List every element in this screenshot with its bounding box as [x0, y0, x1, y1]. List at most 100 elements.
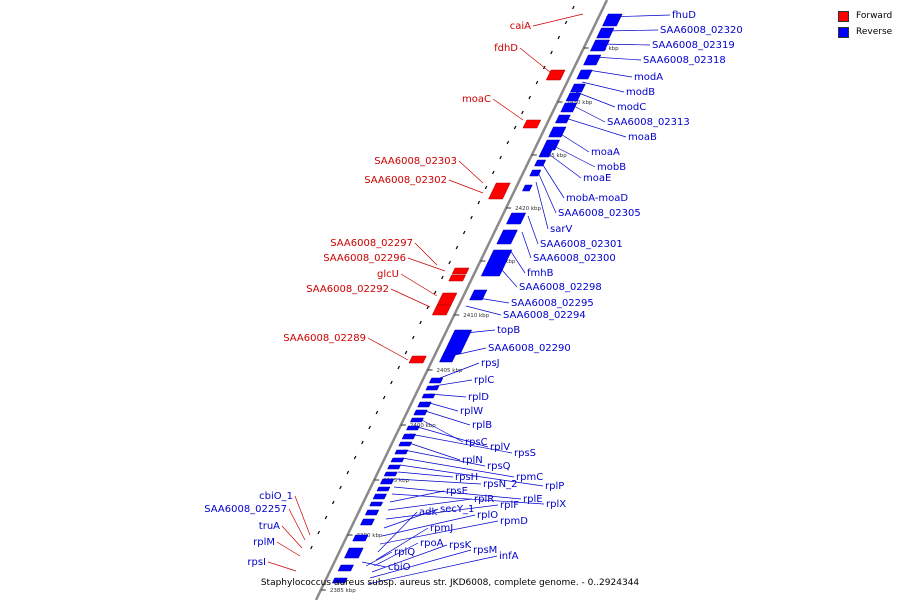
- reverse-gene-label: rpsM: [473, 545, 497, 556]
- reverse-gene-label: rplX: [546, 499, 566, 510]
- reverse-gene-label: rplV: [490, 442, 510, 453]
- track-dash: [462, 230, 466, 235]
- reverse-leader-line: [561, 116, 627, 138]
- scale-label: 2390 kbp: [357, 533, 383, 539]
- reverse-leader-line: [385, 504, 499, 520]
- reverse-gene-block: [538, 149, 553, 158]
- forward-gene-block: [451, 267, 470, 275]
- reverse-gene-label: SAA6008_02290: [488, 343, 571, 354]
- forward-gene-block: [545, 69, 566, 81]
- reverse-leader-line: [494, 261, 518, 288]
- track-dash: [470, 215, 473, 220]
- track-dash: [433, 290, 437, 295]
- reverse-gene-block: [383, 471, 398, 477]
- reverse-gene-label: rpoA: [420, 538, 444, 549]
- reverse-gene-label: fhuD: [672, 10, 696, 21]
- track-dash: [346, 470, 350, 475]
- reverse-gene-label: rpsK: [449, 540, 472, 551]
- reverse-gene-block: [480, 249, 513, 277]
- reverse-gene-block: [541, 139, 561, 151]
- reverse-leader-line: [599, 43, 651, 46]
- reverse-gene-label: moaE: [583, 173, 611, 184]
- reverse-gene-block: [560, 102, 578, 113]
- reverse-gene-block: [379, 478, 395, 485]
- reverse-leader-line: [389, 490, 445, 503]
- reverse-leader-line: [549, 143, 596, 168]
- track-dash: [448, 260, 451, 265]
- reverse-leader-line: [575, 91, 616, 108]
- forward-leader-line: [407, 257, 446, 272]
- reverse-gene-block: [570, 83, 586, 93]
- legend-label-reverse: Reverse: [856, 27, 893, 37]
- reverse-leader-line: [377, 511, 418, 553]
- reverse-gene-block: [352, 534, 369, 542]
- reverse-gene-label: moaB: [628, 132, 657, 143]
- track-dash: [564, 20, 568, 25]
- reverse-gene-label: SAA6008_02300: [533, 253, 616, 264]
- reverse-gene-label: rpsC: [465, 437, 488, 448]
- reverse-gene-block: [398, 441, 413, 447]
- forward-leader-line: [458, 160, 484, 184]
- forward-leader-line: [414, 242, 438, 266]
- reverse-leader-line: [413, 425, 489, 448]
- reverse-gene-block: [521, 184, 533, 192]
- reverse-leader-line: [361, 561, 387, 568]
- scale-label: 2405 kbp: [437, 368, 463, 374]
- track-dash: [484, 185, 488, 190]
- reverse-gene-label: fmhB: [527, 268, 554, 279]
- reverse-leader-line: [581, 81, 625, 93]
- forward-leader-line: [400, 273, 438, 297]
- forward-gene-label: SAA6008_02296: [323, 253, 406, 264]
- track-dash: [557, 35, 561, 40]
- reverse-gene-label: topB: [497, 325, 520, 336]
- reverse-leader-line: [373, 542, 419, 567]
- track-dash: [521, 110, 524, 115]
- reverse-gene-block: [364, 509, 380, 516]
- reverse-gene-block: [387, 464, 402, 470]
- forward-gene-label: SAA6008_02303: [374, 156, 457, 167]
- reverse-gene-label: modB: [626, 87, 655, 98]
- reverse-leader-line: [399, 464, 544, 487]
- forward-gene-block: [522, 119, 542, 129]
- reverse-gene-block: [589, 39, 610, 52]
- reverse-leader-line: [603, 29, 659, 32]
- reverse-leader-line: [433, 379, 473, 387]
- reverse-swatch: [838, 26, 849, 38]
- reverse-gene-label: rplB: [472, 420, 492, 431]
- reverse-leader-line: [375, 527, 429, 561]
- reverse-gene-label: adk: [419, 507, 437, 518]
- reverse-leader-line: [391, 493, 545, 505]
- scale-label: 2410 kbp: [463, 313, 489, 319]
- reverse-gene-block: [529, 169, 542, 177]
- reverse-leader-line: [425, 401, 459, 412]
- reverse-gene-label: rpsQ: [487, 461, 511, 472]
- reverse-leader-line: [405, 441, 461, 461]
- reverse-gene-label: rpmC: [516, 472, 543, 483]
- forward-gene-label: SAA6008_02292: [306, 284, 389, 295]
- reverse-leader-line: [417, 417, 464, 443]
- reverse-gene-block: [576, 69, 593, 80]
- reverse-gene-block: [496, 229, 518, 245]
- reverse-gene-label: rplN: [462, 455, 483, 466]
- reverse-leader-line: [367, 555, 498, 585]
- reverse-gene-block: [506, 212, 527, 225]
- reverse-leader-line: [439, 362, 480, 379]
- track-dash: [397, 365, 401, 370]
- forward-gene-label: glcU: [377, 269, 399, 280]
- track-dash: [324, 515, 328, 520]
- forward-leader-line: [448, 179, 484, 194]
- reverse-leader-line: [387, 498, 473, 511]
- forward-gene-label: SAA6008_02297: [330, 238, 413, 249]
- forward-gene-block: [436, 292, 458, 306]
- track-dash: [331, 500, 335, 505]
- reverse-gene-block: [337, 564, 354, 572]
- track-dash: [528, 95, 531, 100]
- track-dash: [550, 50, 553, 55]
- forward-leader-line: [267, 561, 297, 572]
- forward-gene-label: moaC: [462, 94, 491, 105]
- reverse-gene-block: [360, 518, 375, 526]
- reverse-leader-line: [605, 14, 671, 18]
- reverse-gene-label: rplR: [474, 494, 494, 505]
- track-dash: [455, 245, 459, 250]
